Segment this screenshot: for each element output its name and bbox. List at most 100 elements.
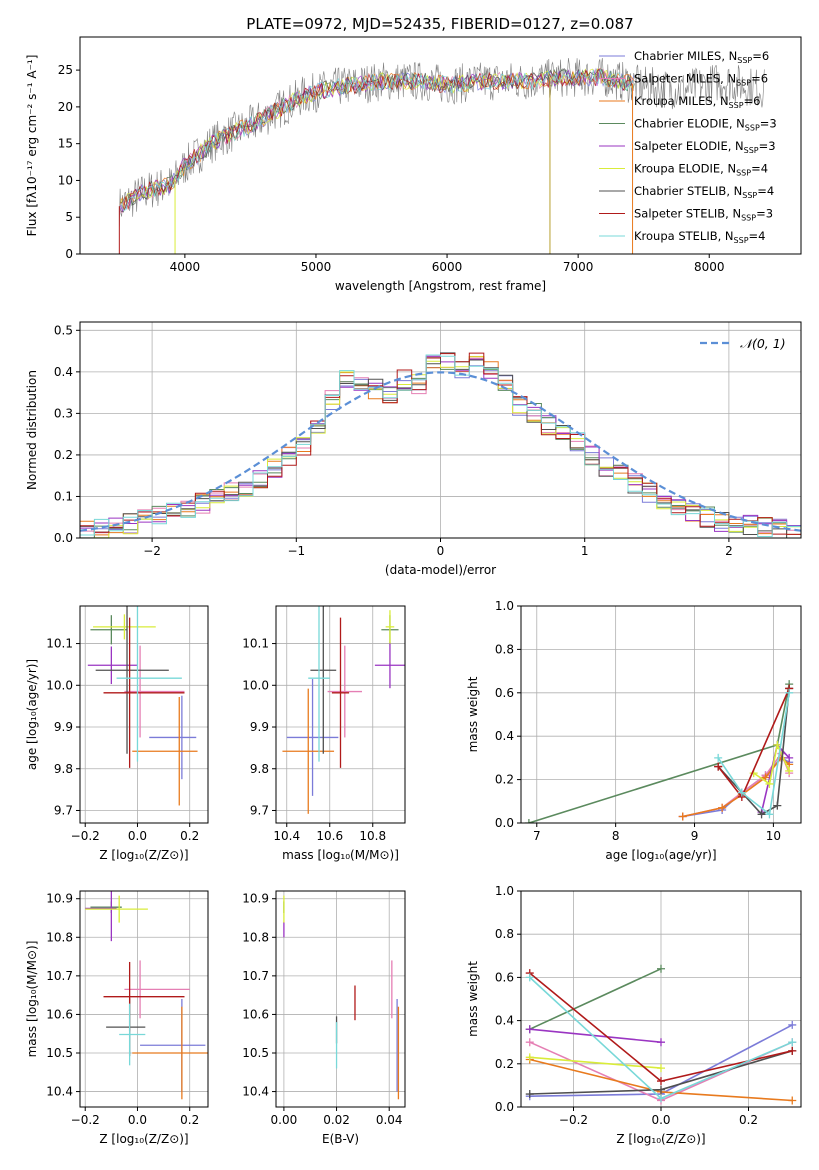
y-tick-label: 9.8 <box>54 762 73 776</box>
y-tick-label: 10.0 <box>242 678 269 692</box>
x-tick-label: 10.8 <box>359 829 386 843</box>
mass-weight-marker <box>657 964 665 973</box>
legend-subscript: SSP <box>729 101 744 110</box>
x-tick-label: 7000 <box>563 260 594 274</box>
x-tick-label: 0.2 <box>180 829 199 843</box>
y-axis-label: Flux [fλ10⁻¹⁷ erg cm⁻² s⁻¹ A⁻¹] <box>25 55 39 237</box>
residual-legend: 𝒩(0, 1) <box>700 336 786 351</box>
legend-entry: Kroupa ELODIE, NSSP=4 <box>634 162 768 178</box>
y-tick-label: 9.9 <box>54 720 73 734</box>
y-tick-label: 10.6 <box>242 1007 269 1021</box>
spectrum-model-line <box>120 69 633 213</box>
age_vs_Z-panel: −0.2 0.0 0.2 9.7 9.8 9.9 10.0 10.1 Z [log₁₀(Z/Z⊙… <box>25 605 209 862</box>
mass-weight-line <box>753 742 790 786</box>
figure-title: PLATE=0972, MJD=52435, FIBERID=0127, z=0… <box>246 15 633 33</box>
legend-value: =6 <box>752 49 769 63</box>
y-tick-label: 10.7 <box>242 969 269 983</box>
mass-weight-marker <box>524 819 533 823</box>
normal-curve <box>80 371 801 532</box>
x-tick-label: 0 <box>437 544 445 558</box>
histogram-step <box>80 356 801 538</box>
x-tick-label: 10.4 <box>273 829 300 843</box>
mass-weight-marker <box>657 1077 665 1086</box>
axes-frame <box>520 605 802 824</box>
mass-weight-marker <box>788 1020 797 1029</box>
legend-subscript: SSP <box>736 169 751 178</box>
mass-weight-line <box>717 692 790 816</box>
legend-subscript: SSP <box>736 79 751 88</box>
mass_vs_Z-panel: −0.2 0.0 0.2 10.4 10.5 10.6 10.7 10.8 10.9 Z [log… <box>25 890 209 1146</box>
x-tick-label: 2 <box>725 544 733 558</box>
x-tick-label: 10.6 <box>316 829 343 843</box>
y-tick-label: 10.0 <box>46 678 73 692</box>
legend-value: =3 <box>760 117 777 131</box>
legend-entry: Salpeter ELODIE, NSSP=3 <box>634 139 776 155</box>
legend-subscript: SSP <box>737 56 752 65</box>
x-tick-label: −1 <box>287 544 305 558</box>
mass-weight-marker <box>718 803 727 812</box>
y-tick-label: 10.4 <box>46 1085 73 1099</box>
x-tick-label: 9 <box>691 829 699 843</box>
y-tick-label: 10.6 <box>46 1007 73 1021</box>
y-tick-label: 0.0 <box>495 816 514 830</box>
histogram-step <box>80 354 801 538</box>
y-axis-label: mass weight <box>466 961 480 1037</box>
x-tick-label: 6000 <box>432 260 463 274</box>
mass-weight-marker <box>525 1038 534 1047</box>
legend-entry: 𝒩(0, 1) <box>740 336 786 351</box>
legend-value: =4 <box>757 184 774 198</box>
mass-weight-marker <box>525 973 534 982</box>
legend-value: =3 <box>756 207 773 221</box>
y-tick-label: 10.4 <box>242 1085 269 1099</box>
x-tick-label: 8 <box>612 829 620 843</box>
y-tick-label: 0.2 <box>54 448 73 462</box>
y-tick-label: 10.9 <box>242 892 269 906</box>
x-tick-label: 1 <box>581 544 589 558</box>
legend-subscript: SSP <box>745 124 760 133</box>
spectrum-model-line <box>120 68 634 213</box>
x-tick-label: 0.02 <box>323 1113 350 1127</box>
x-axis-label: (data-model)/error <box>385 563 496 577</box>
x-tick-label: −0.2 <box>71 829 100 843</box>
spectrum-panel: 4000 5000 6000 7000 8000 0 5 10 15 20 25 wavelength… <box>25 36 802 293</box>
y-axis-label: mass [log₁₀(M/M⊙)] <box>25 941 39 1058</box>
legend-value: =3 <box>759 139 776 153</box>
legend-subscript: SSP <box>742 191 757 200</box>
legend-subscript: SSP <box>741 214 756 223</box>
y-tick-label: 0.8 <box>495 642 514 656</box>
legend-subscript: SSP <box>734 236 749 245</box>
y-tick-label: 9.9 <box>250 720 269 734</box>
y-axis-label: Normed distribution <box>25 370 39 490</box>
mass-weight-marker <box>761 773 770 782</box>
x-axis-label: wavelength [Angstrom, rest frame] <box>335 279 546 293</box>
age_vs_Z-plot <box>87 606 198 806</box>
mass-weight-marker <box>657 1038 665 1047</box>
mass-weight-marker <box>785 766 794 775</box>
massweight_vs_Z-plot <box>525 964 797 1105</box>
mass-weight-marker <box>678 812 687 821</box>
x-tick-label: 10 <box>766 829 781 843</box>
y-tick-label: 9.8 <box>250 762 269 776</box>
mass-weight-marker <box>714 753 723 762</box>
y-tick-label: 1.0 <box>495 599 514 613</box>
mass-weight-marker <box>785 753 794 762</box>
mass-weight-line <box>529 1056 662 1069</box>
spectrum-model-line <box>120 68 634 210</box>
mass-weight-marker <box>788 1046 797 1055</box>
spectrum-model-line <box>120 68 635 207</box>
x-axis-label: age [log₁₀(age/yr)] <box>605 848 716 862</box>
y-tick-label: 0.6 <box>495 970 514 984</box>
x-tick-label: 7 <box>533 829 541 843</box>
x-axis-label: Z [log₁₀(Z/Z⊙)] <box>616 1132 705 1146</box>
y-tick-label: 0 <box>65 247 73 261</box>
mass-weight-marker <box>737 788 746 797</box>
y-tick-label: 0.6 <box>495 686 514 700</box>
y-tick-label: 10.7 <box>46 969 73 983</box>
y-tick-label: 9.7 <box>250 803 269 817</box>
spectrum-model-line <box>119 69 635 214</box>
mass-weight-line <box>529 1028 662 1043</box>
residuals-plot <box>80 352 801 538</box>
mass-weight-marker <box>525 1053 534 1062</box>
y-tick-label: 0.5 <box>54 323 73 337</box>
x-tick-label: −2 <box>143 544 161 558</box>
